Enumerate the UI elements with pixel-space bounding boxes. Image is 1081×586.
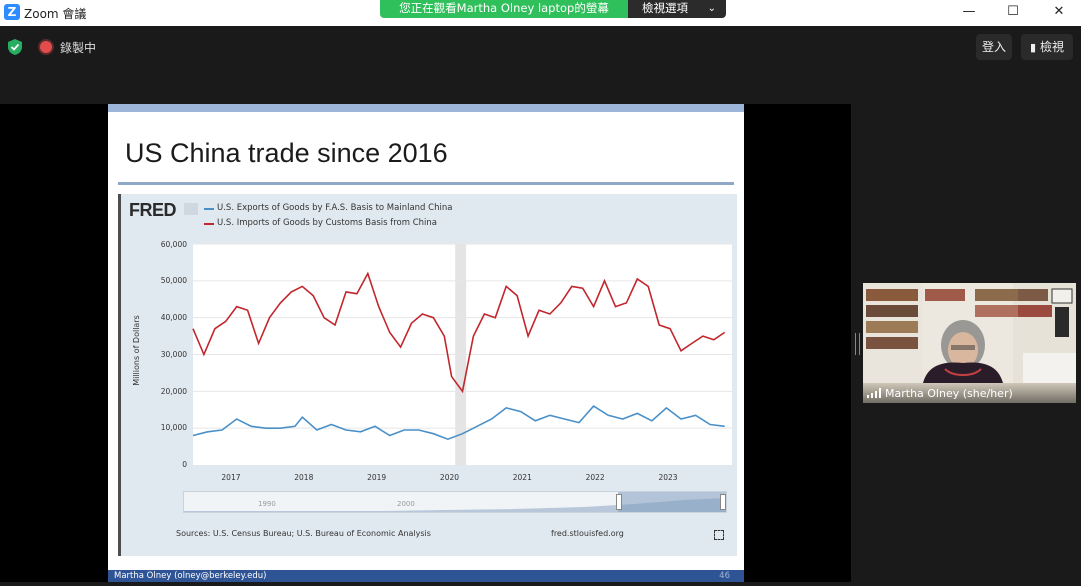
y-tick-label: 30,000: [160, 350, 187, 359]
security-shield-icon[interactable]: [7, 38, 23, 56]
slide-title: US China trade since 2016: [125, 138, 448, 168]
view-options-button[interactable]: 檢視選項 ⌄: [628, 0, 726, 18]
participant-name: Martha Olney (she/her): [885, 387, 1013, 400]
recording-label: 錄製中: [60, 41, 97, 55]
window-title-bar: Z Zoom 會議 您正在觀看Martha Olney laptop的螢幕 檢視…: [0, 0, 1081, 26]
chart-svg: [192, 243, 732, 465]
legend-label-exports: U.S. Exports of Goods by F.A.S. Basis to…: [217, 203, 453, 213]
slide-divider: [118, 182, 734, 185]
splitter-handle[interactable]: [855, 333, 860, 355]
slider-left-handle[interactable]: [616, 494, 622, 510]
connection-signal-icon: [867, 388, 881, 398]
zoom-logo-icon: Z: [4, 4, 20, 20]
slider-label: 2000: [397, 500, 415, 508]
x-tick-label: 2018: [294, 473, 314, 482]
slide-top-strip: [108, 104, 744, 112]
chevron-down-icon: ⌄: [707, 3, 716, 14]
slider-minichart: [184, 492, 726, 512]
view-button-label: 檢視: [1039, 40, 1064, 54]
x-tick-label: 2020: [439, 473, 460, 482]
maximize-button[interactable]: ☐: [1007, 4, 1019, 19]
app-title: Zoom 會議: [24, 7, 87, 21]
x-tick-label: 2021: [512, 473, 532, 482]
x-tick-label: 2023: [658, 473, 678, 482]
y-tick-label: 40,000: [160, 313, 187, 322]
slider-label: 1990: [258, 500, 276, 508]
y-tick-label: 60,000: [160, 240, 187, 249]
fullscreen-icon[interactable]: [714, 530, 724, 540]
x-tick-label: 2022: [585, 473, 605, 482]
y-tick-label: 20,000: [160, 387, 187, 396]
y-tick-label: 10,000: [160, 423, 187, 432]
fred-chart-icon: [184, 203, 198, 215]
view-button[interactable]: ▮ 檢視: [1021, 34, 1073, 60]
name-plate: [863, 383, 1076, 403]
x-tick-label: 2017: [221, 473, 241, 482]
fred-chart: FRED U.S. Exports of Goods by F.A.S. Bas…: [118, 194, 737, 556]
legend-label-imports: U.S. Imports of Goods by Customs Basis f…: [217, 218, 438, 228]
recording-icon: [40, 41, 52, 53]
participant-video-tile[interactable]: Martha Olney (she/her): [863, 283, 1076, 403]
series-line-exports: [192, 405, 725, 441]
signin-button[interactable]: 登入: [976, 34, 1012, 60]
slider-right-handle[interactable]: [720, 494, 726, 510]
fred-logo: FRED: [129, 200, 177, 220]
meeting-toolbar: 錄製中 登入 ▮ 檢視: [0, 26, 1081, 68]
view-options-label: 檢視選項: [642, 1, 688, 15]
legend-swatch-imports: [204, 223, 214, 225]
x-tick-label: 2019: [367, 473, 387, 482]
legend-swatch-exports: [204, 208, 214, 210]
chart-url: fred.stlouisfed.org: [551, 529, 624, 538]
presentation-slide: US China trade since 2016 FRED U.S. Expo…: [108, 104, 744, 582]
slide-page-number: 46: [719, 571, 730, 581]
close-button[interactable]: ✕: [1053, 4, 1065, 19]
slide-footer: Martha Olney (olney@berkeley.edu) 46: [108, 570, 744, 582]
footer-author: Martha Olney (olney@berkeley.edu): [114, 571, 267, 581]
date-range-slider[interactable]: 1990 2000: [183, 491, 727, 513]
minimize-button[interactable]: —: [962, 4, 976, 19]
series-line-imports: [192, 271, 726, 394]
view-grid-icon: ▮: [1030, 41, 1037, 54]
screen-share-banner: 您正在觀看Martha Olney laptop的螢幕: [380, 0, 628, 18]
y-tick-label: 50,000: [160, 276, 187, 285]
y-axis-ticks: 60,000 50,000 40,000 30,000 20,000 10,00…: [121, 194, 187, 484]
chart-sources: Sources: U.S. Census Bureau; U.S. Bureau…: [176, 529, 431, 538]
y-tick-label: 0: [182, 460, 187, 469]
video-frame: [863, 283, 1076, 403]
